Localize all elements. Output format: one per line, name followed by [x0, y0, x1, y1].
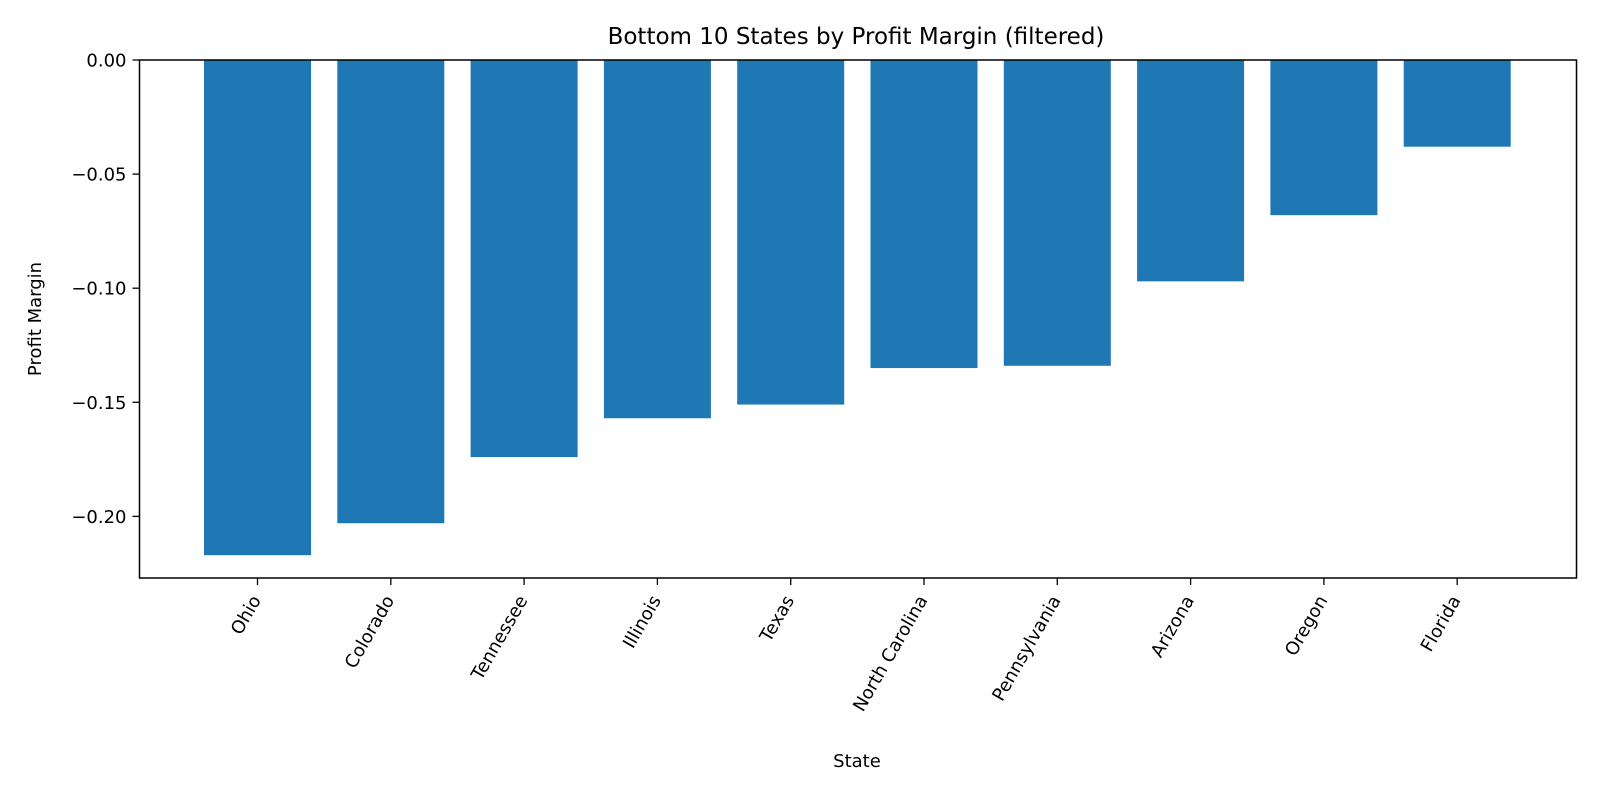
- bar-florida: [1403, 60, 1511, 147]
- y-tick-label: −0.05: [71, 165, 126, 186]
- x-axis-label: State: [833, 751, 881, 772]
- bars-group: [204, 60, 1511, 556]
- bar-tennessee: [470, 60, 578, 458]
- y-tick-label: −0.15: [71, 393, 126, 414]
- y-axis: 0.00 −0.05 −0.10 −0.15 −0.20: [71, 51, 140, 528]
- bar-texas: [737, 60, 845, 405]
- bar-north-carolina: [870, 60, 978, 369]
- y-axis-label: Profit Margin: [25, 262, 46, 376]
- bar-colorado: [337, 60, 445, 524]
- y-tick-label: 0.00: [86, 51, 126, 72]
- bar-illinois: [603, 60, 711, 419]
- plot-frame: [138, 59, 1578, 579]
- bar-oregon: [1270, 60, 1378, 216]
- bar-ohio: [204, 60, 311, 556]
- y-tick-label: −0.20: [71, 507, 126, 528]
- y-tick-label: −0.10: [71, 279, 126, 300]
- bar-arizona: [1137, 60, 1245, 282]
- bar-pennsylvania: [1003, 60, 1111, 366]
- chart-title: Bottom 10 States by Profit Margin (filte…: [608, 24, 1105, 50]
